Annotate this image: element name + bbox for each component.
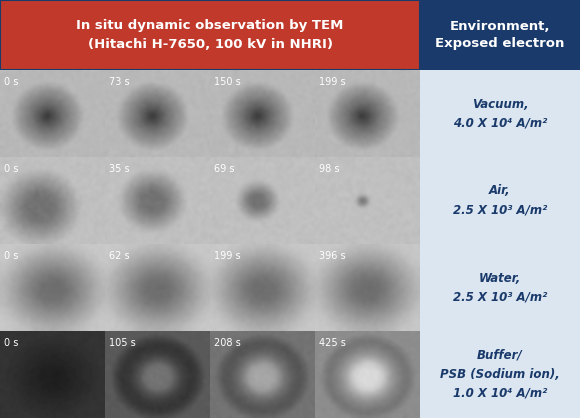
Text: 35 s: 35 s	[109, 164, 130, 174]
Text: 199 s: 199 s	[319, 77, 346, 87]
Text: 0 s: 0 s	[4, 77, 19, 87]
Text: 396 s: 396 s	[319, 251, 346, 261]
Text: In situ dynamic observation by TEM
(Hitachi H-7650, 100 kV in NHRI): In situ dynamic observation by TEM (Hita…	[77, 20, 344, 51]
Text: Air,
2.5 X 10³ A/m²: Air, 2.5 X 10³ A/m²	[453, 184, 547, 217]
Text: 73 s: 73 s	[109, 77, 130, 87]
Text: 208 s: 208 s	[214, 338, 241, 348]
Text: Vacuum,
4.0 X 10⁴ A/m²: Vacuum, 4.0 X 10⁴ A/m²	[453, 97, 547, 130]
Text: Environment,
Exposed electron: Environment, Exposed electron	[436, 20, 565, 51]
Text: 105 s: 105 s	[109, 338, 136, 348]
Text: Buffer/
PSB (Sodium ion),
1.0 X 10⁴ A/m²: Buffer/ PSB (Sodium ion), 1.0 X 10⁴ A/m²	[440, 349, 560, 400]
Text: 0 s: 0 s	[4, 164, 19, 174]
Text: 0 s: 0 s	[4, 251, 19, 261]
Text: 150 s: 150 s	[214, 77, 241, 87]
Bar	[420, 0, 580, 70]
Text: 0 s: 0 s	[4, 338, 19, 348]
Text: 69 s: 69 s	[214, 164, 235, 174]
Text: 425 s: 425 s	[319, 338, 346, 348]
Text: 62 s: 62 s	[109, 251, 130, 261]
Text: Water,
2.5 X 10³ A/m²: Water, 2.5 X 10³ A/m²	[453, 272, 547, 303]
Bar	[0, 0, 420, 70]
Text: 199 s: 199 s	[214, 251, 241, 261]
Text: 98 s: 98 s	[319, 164, 340, 174]
